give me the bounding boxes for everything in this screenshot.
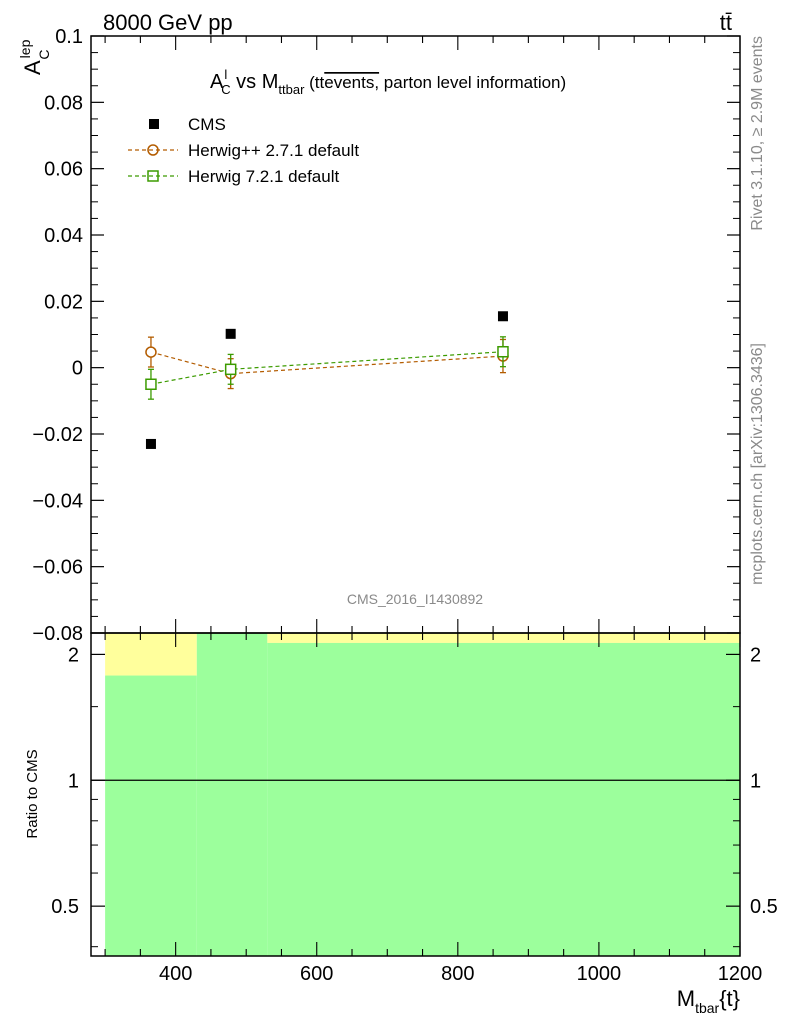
y-tick-label: 0.1 (55, 26, 83, 48)
ratio-panel-frame (90, 632, 741, 957)
legend-herwig7-label: Herwig 7.2.1 default (188, 167, 339, 186)
ratio-tick-label: 2 (68, 644, 79, 666)
legend-cms-label: CMS (188, 115, 226, 134)
energy-label: 8000 GeV pp (103, 10, 233, 35)
ratio-tick-label: 1 (68, 770, 79, 792)
herwig7-point (497, 345, 509, 358)
herwigpp-point (145, 346, 157, 358)
x-axis-label: Mtbar{t} (677, 986, 740, 1016)
y-tick-label: −0.08 (32, 623, 83, 645)
x-tick-label: 1200 (718, 963, 763, 985)
ratio-band-green-0 (105, 675, 197, 956)
ratio-band-green-1 (196, 633, 268, 956)
ratio-tick-label-right: 0.5 (750, 896, 778, 918)
y-axis-label: Alep C (17, 39, 52, 75)
series-line-2 (150, 351, 504, 385)
y-tick-label: 0 (72, 358, 83, 380)
cms-data-point (225, 328, 236, 339)
chart-title: Al C vs Mttbar (ttevents, parton level in… (210, 67, 566, 97)
cms-data-point (497, 311, 508, 322)
ratio-tick-label-right: 1 (750, 770, 761, 792)
y-tick-label: 0.08 (44, 92, 83, 114)
y-tick-label: −0.02 (32, 424, 83, 446)
rivet-info: Rivet 3.1.10, ≥ 2.9M events (749, 36, 766, 231)
legend-herwigpp-marker (147, 144, 159, 156)
y-tick-label: 0.04 (44, 225, 83, 247)
process-label: tt̄ (720, 10, 732, 35)
x-tick-label: 600 (300, 963, 333, 985)
legend-herwigpp-label: Herwig++ 2.7.1 default (188, 141, 359, 160)
ratio-bands (105, 633, 740, 956)
legend: CMS Herwig++ 2.7.1 default Herwig 7.2.1 … (128, 115, 359, 186)
ratio-axis-label: Ratio to CMS (24, 749, 41, 838)
x-tick-label: 1000 (577, 963, 622, 985)
ratio-band-yellow-2 (267, 633, 740, 643)
y-tick-label: 0.06 (44, 159, 83, 181)
ratio-band-yellow-0 (105, 633, 197, 676)
x-tick-label: 800 (441, 963, 474, 985)
y-tick-label: −0.06 (32, 557, 83, 579)
ratio-tick-label: 0.5 (51, 896, 79, 918)
y-tick-label: −0.04 (32, 490, 83, 512)
cms-data-point (145, 438, 156, 449)
ratio-band-green-2 (267, 642, 740, 956)
herwig7-point (145, 378, 157, 390)
ratio-tick-label-right: 2 (750, 644, 761, 666)
analysis-watermark: CMS_2016_I1430892 (347, 591, 483, 607)
mcplots-info: mcplots.cern.ch [arXiv:1306.3436] (749, 343, 766, 585)
herwig7-point (224, 363, 237, 376)
x-tick-label: 400 (159, 963, 192, 985)
legend-herwig7-marker (147, 170, 159, 182)
y-tick-label: 0.02 (44, 291, 83, 313)
legend-cms-marker (149, 119, 159, 129)
